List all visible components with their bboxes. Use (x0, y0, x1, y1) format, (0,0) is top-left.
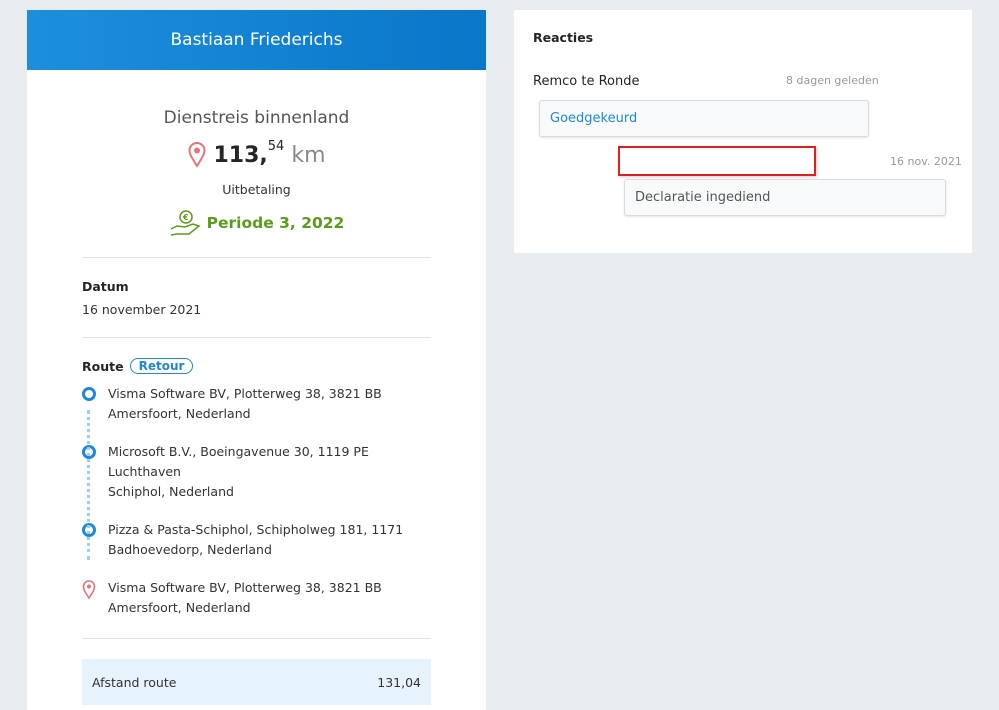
divider (82, 337, 431, 338)
km-unit: km (291, 142, 326, 168)
svg-text:€: € (182, 213, 189, 222)
map-pin-icon (82, 580, 96, 600)
km-decimal: 54 (267, 138, 285, 154)
payout-label: Uitbetaling (222, 182, 291, 197)
route-stop: Visma Software BV, Plotterweg 38, 3821 B… (82, 384, 431, 424)
km-integer: 113, (213, 142, 268, 168)
summary-label: Afstand route (92, 674, 177, 690)
payout-period: € Periode 3, 2022 (82, 209, 431, 237)
reaction-message: Declaratie ingediend (624, 179, 946, 216)
route-stop: Microsoft B.V., Boeingavenue 30, 1119 PE… (82, 442, 431, 502)
route-stop: Pizza & Pasta-Schiphol, Schipholweg 181,… (82, 520, 431, 560)
employee-name: Bastiaan Friederichs (27, 10, 486, 70)
distance: 113,54 km (82, 138, 431, 168)
reactions-title: Reacties (533, 30, 594, 45)
divider (82, 257, 431, 258)
date-value: 16 november 2021 (82, 302, 202, 317)
route-list: Visma Software BV, Plotterweg 38, 3821 B… (82, 384, 431, 618)
trip-type: Dienstreis binnenland (163, 108, 350, 128)
date-label: Datum (82, 279, 129, 294)
summary-row: Afstand route 131,04 (82, 659, 431, 705)
retour-badge: Retour (129, 358, 194, 374)
route-line (87, 410, 90, 560)
reaction-time: 8 dagen geleden (786, 74, 879, 87)
map-pin-icon (187, 142, 206, 168)
expense-card: Bastiaan Friederichs Dienstreis binnenla… (27, 10, 486, 710)
reaction-message: Goedgekeurd (539, 100, 869, 137)
divider (82, 638, 431, 639)
reaction-author-redacted (618, 146, 816, 176)
period-text: Periode 3, 2022 (206, 214, 345, 232)
route-stop: Visma Software BV, Plotterweg 38, 3821 B… (82, 578, 431, 618)
circle-icon (82, 387, 96, 401)
reactions-card: Reacties Remco te Ronde 8 dagen geleden … (514, 10, 972, 253)
route-label: Route (82, 358, 124, 374)
hand-coin-icon: € (170, 210, 201, 236)
summary-value: 131,04 (377, 674, 421, 690)
reaction-time: 16 nov. 2021 (890, 155, 962, 168)
reaction-author: Remco te Ronde (533, 74, 640, 89)
